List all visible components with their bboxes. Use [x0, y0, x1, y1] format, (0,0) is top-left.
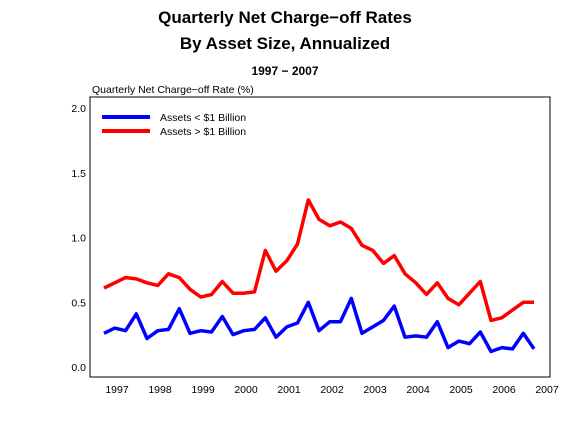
y-tick-label: 1.5 — [71, 168, 86, 180]
chart-subtitle: By Asset Size, Annualized — [179, 34, 391, 53]
x-tick-label: 1997 — [105, 384, 129, 396]
x-tick-label: 2003 — [363, 384, 387, 396]
y-tick-label: 2.0 — [71, 103, 86, 115]
x-tick-label: 2006 — [492, 384, 516, 396]
x-tick-label: 2000 — [234, 384, 258, 396]
x-tick-label: 2004 — [406, 384, 430, 396]
x-tick-label: 2005 — [449, 384, 473, 396]
x-tick-label: 1998 — [148, 384, 172, 396]
plot-frame — [89, 96, 551, 378]
y-tick-label: 1.0 — [71, 233, 86, 245]
x-tick-label: 1999 — [191, 384, 215, 396]
x-tick-label: 2002 — [320, 384, 344, 396]
chart-title: Quarterly Net Charge−off Rates — [158, 8, 412, 27]
y-axis-label: Quarterly Net Charge−off Rate (%) — [92, 84, 254, 96]
y-tick-label: 0.5 — [71, 297, 86, 309]
series-line-2 — [103, 198, 534, 323]
x-tick-label: 2001 — [277, 384, 301, 396]
chart-date-range: 1997 − 2007 — [251, 64, 319, 78]
legend-label-2: Assets > $1 Billion — [160, 126, 246, 138]
y-tick-label: 0.0 — [71, 362, 86, 374]
series-line-1 — [103, 296, 536, 354]
x-tick-label: 2007 — [535, 384, 559, 396]
legend-label-1: Assets < $1 Billion — [160, 112, 246, 124]
